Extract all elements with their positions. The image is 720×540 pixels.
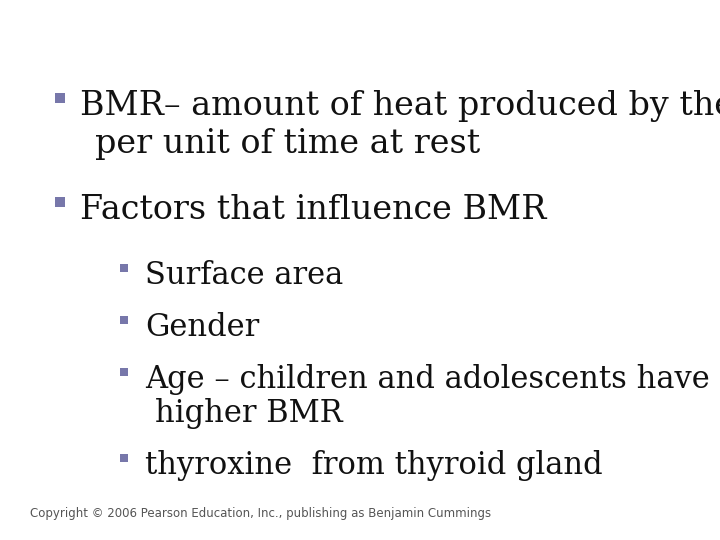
Bar [120,368,128,376]
Bar [120,264,128,272]
Text: per unit of time at rest: per unit of time at rest [95,128,480,160]
Text: Copyright © 2006 Pearson Education, Inc., publishing as Benjamin Cummings: Copyright © 2006 Pearson Education, Inc.… [30,507,491,520]
Text: higher BMR: higher BMR [155,398,343,429]
Text: Gender: Gender [145,312,259,343]
Bar [120,454,128,462]
Text: Surface area: Surface area [145,260,343,291]
Bar [120,316,128,323]
Text: Age – children and adolescents have a: Age – children and adolescents have a [145,364,720,395]
Bar [55,93,65,103]
Text: thyroxine  from thyroid gland: thyroxine from thyroid gland [145,450,603,481]
Text: BMR– amount of heat produced by the body: BMR– amount of heat produced by the body [80,90,720,122]
Bar [55,198,65,207]
Text: Factors that influence BMR: Factors that influence BMR [80,194,546,226]
